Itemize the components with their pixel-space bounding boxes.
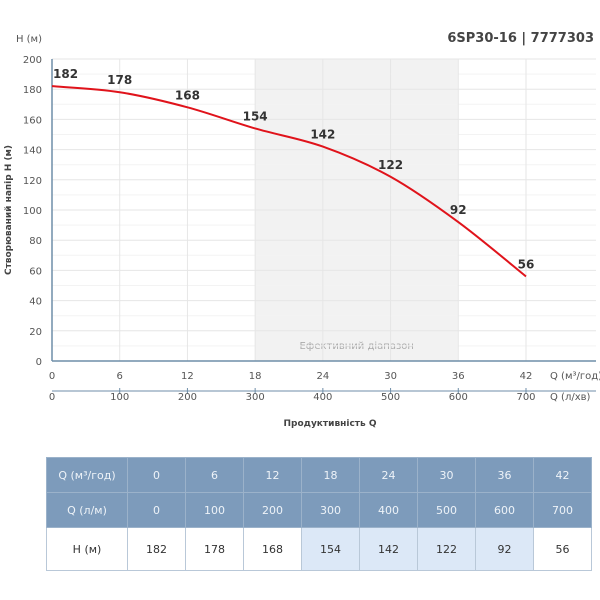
table-cell: 6 <box>185 457 244 493</box>
y-tick-label: 20 <box>29 327 42 338</box>
data-label: 182 <box>53 67 78 81</box>
data-label: 142 <box>310 128 335 142</box>
y-tick-label: 180 <box>23 85 42 96</box>
x-tick-label: 42 <box>520 371 533 382</box>
table-cell: 18 <box>301 457 360 493</box>
table-cell: 142 <box>359 527 418 571</box>
row-header: Q (л/м) <box>46 492 128 528</box>
x2-tick-label: 100 <box>110 392 129 403</box>
table-row: Q (л/м) 0 100 200 300 400 500 600 700 <box>46 492 592 528</box>
x-tick-label: 12 <box>181 371 194 382</box>
table-cell: 200 <box>243 492 302 528</box>
table-cell: 600 <box>475 492 534 528</box>
x2-tick-label: 500 <box>381 392 400 403</box>
x2-tick-label: 700 <box>516 392 535 403</box>
x2-tick-label: 400 <box>313 392 332 403</box>
table-cell: 12 <box>243 457 302 493</box>
data-label: 92 <box>450 203 467 217</box>
x-unit-label: Q (м³/год) <box>550 371 600 382</box>
table-cell: 178 <box>185 527 244 571</box>
table-cell: 24 <box>359 457 418 493</box>
y-tick-label: 80 <box>29 236 42 247</box>
table-cell: 700 <box>533 492 592 528</box>
table-cell: 182 <box>127 527 186 571</box>
chart-title: 6SP30-16 | 7777303 <box>447 31 594 46</box>
x-tick-label: 30 <box>384 371 397 382</box>
table-cell: 400 <box>359 492 418 528</box>
table-cell: 0 <box>127 492 186 528</box>
table-cell: 122 <box>417 527 476 571</box>
y-tick-label: 200 <box>23 55 42 66</box>
x2-tick-label: 200 <box>178 392 197 403</box>
y-tick-label: 60 <box>29 266 42 277</box>
table-row: Q (м³/год) 0 6 12 18 24 30 36 42 <box>46 457 592 493</box>
x-tick-label: 0 <box>49 371 55 382</box>
table-row: H (м) 182 178 168 154 142 122 92 56 <box>46 527 592 571</box>
table-cell: 56 <box>533 527 592 571</box>
table-cell: 300 <box>301 492 360 528</box>
y-tick-label: 0 <box>36 357 42 368</box>
table-cell: 154 <box>301 527 360 571</box>
table-cell: 36 <box>475 457 534 493</box>
row-header: Q (м³/год) <box>46 457 128 493</box>
data-label: 178 <box>107 73 132 87</box>
table-cell: 0 <box>127 457 186 493</box>
data-label: 56 <box>518 257 535 271</box>
table-cell: 42 <box>533 457 592 493</box>
y-tick-label: 160 <box>23 115 42 126</box>
data-label: 122 <box>378 158 403 172</box>
x-tick-label: 18 <box>249 371 262 382</box>
y-tick-label: 40 <box>29 297 42 308</box>
table-cell: 500 <box>417 492 476 528</box>
data-label: 154 <box>243 109 268 123</box>
y-axis-title: Створюваний напір H (м) <box>3 145 14 275</box>
table-cell: 92 <box>475 527 534 571</box>
x2-tick-label: 300 <box>246 392 265 403</box>
y-unit-label: H (м) <box>16 34 42 45</box>
table-cell: 100 <box>185 492 244 528</box>
y-tick-label: 100 <box>23 206 42 217</box>
data-label: 168 <box>175 88 200 102</box>
x-tick-label: 6 <box>117 371 123 382</box>
performance-table: Q (м³/год) 0 6 12 18 24 30 36 42 Q (л/м) 0 100 200 30… <box>46 457 592 571</box>
table-cell: 30 <box>417 457 476 493</box>
x-tick-label: 24 <box>316 371 329 382</box>
head-curve-line <box>51 85 527 278</box>
x2-unit-label: Q (л/хв) <box>550 392 591 403</box>
x-axis-title: Продуктивність Q <box>284 418 377 429</box>
y-tick-label: 120 <box>23 176 42 187</box>
x-tick-label: 36 <box>452 371 465 382</box>
row-header: H (м) <box>46 527 128 571</box>
x2-tick-label: 600 <box>449 392 468 403</box>
table-cell: 168 <box>243 527 302 571</box>
x2-tick-label: 0 <box>49 392 55 403</box>
y-tick-label: 140 <box>23 146 42 157</box>
